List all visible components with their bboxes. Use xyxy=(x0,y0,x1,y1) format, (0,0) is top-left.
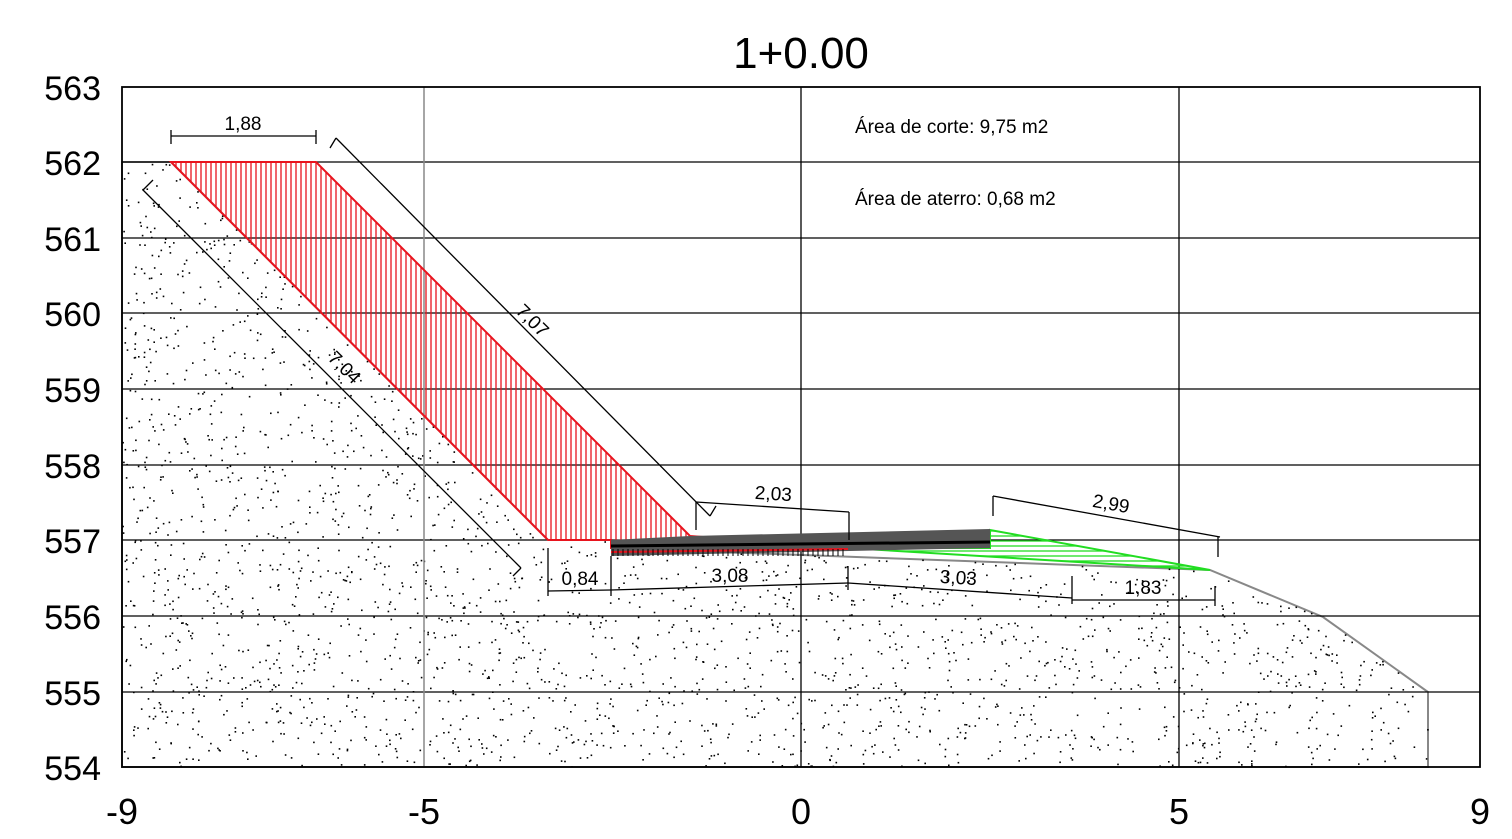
y-tick-label: 562 xyxy=(44,145,101,183)
dimension-lines xyxy=(142,130,1221,606)
dim-label: 2,99 xyxy=(1091,491,1131,518)
y-axis-labels: 563 562 561 560 559 558 557 556 555 554 xyxy=(44,70,101,788)
dim-label: 2,03 xyxy=(754,483,792,506)
y-tick-label: 558 xyxy=(44,448,101,486)
dim-7-07-line xyxy=(335,137,711,517)
section-title: 1+0.00 xyxy=(733,29,869,78)
y-tick-label: 559 xyxy=(44,372,101,410)
dim-label: 3,03 xyxy=(939,567,977,590)
y-tick-label: 563 xyxy=(44,70,101,108)
dim-tick xyxy=(142,179,522,577)
x-tick-label: -5 xyxy=(408,791,440,832)
ground-stipple xyxy=(122,163,1429,767)
dim-3-08-line xyxy=(610,582,849,591)
fill-area-label: Área de aterro: 0,68 m2 xyxy=(855,189,1056,210)
y-tick-label: 561 xyxy=(44,221,101,259)
dim-label: 1,88 xyxy=(225,114,262,135)
pavement-structure xyxy=(610,529,991,556)
pavement-hatch xyxy=(612,549,844,556)
y-tick-label: 557 xyxy=(44,523,101,561)
dim-2-03-line xyxy=(695,501,850,513)
y-tick-label: 556 xyxy=(44,599,101,637)
x-tick-label: -9 xyxy=(106,791,138,832)
dim-7-04-line xyxy=(142,189,522,569)
cut-area-label: Área de corte: 9,75 m2 xyxy=(855,117,1048,138)
pavement-surface-line xyxy=(610,540,991,548)
y-tick-label: 555 xyxy=(44,675,101,713)
dim-label: 3,08 xyxy=(712,566,749,587)
dim-label: 0,84 xyxy=(562,569,599,590)
dim-label: 7,07 xyxy=(511,301,552,342)
y-tick-label: 560 xyxy=(44,296,101,334)
x-tick-label: 5 xyxy=(1169,791,1189,832)
dim-2-99-line xyxy=(992,495,1221,538)
x-tick-label: 9 xyxy=(1470,791,1490,832)
dim-0-84-line xyxy=(547,589,612,592)
y-tick-label: 554 xyxy=(44,750,101,788)
dim-label: 1,83 xyxy=(1125,578,1162,599)
dim-tick xyxy=(329,137,717,517)
plot-frame xyxy=(121,86,1481,768)
x-axis-labels: -9 -5 0 5 9 xyxy=(106,791,1490,832)
x-tick-label: 0 xyxy=(791,791,811,832)
dim-3-03-line xyxy=(847,582,1073,599)
